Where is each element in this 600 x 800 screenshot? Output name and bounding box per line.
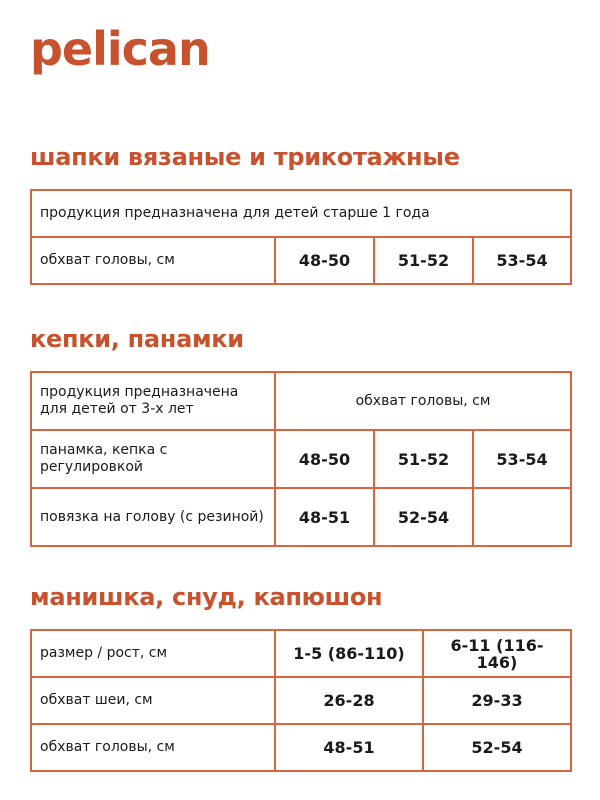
row-label: панамка, кепка с регулировкой xyxy=(30,429,276,489)
column-header: обхват головы, см xyxy=(273,371,573,431)
age-note: продукция предназначена для детей от 3-х… xyxy=(30,371,276,431)
table-row: обхват головы, см 48-50 51-52 53-54 xyxy=(30,236,572,285)
section-title-caps-panamas: кепки, панамки xyxy=(30,325,244,353)
size-cell xyxy=(471,487,573,547)
size-cell: 51-52 xyxy=(373,236,474,285)
row-label: размер / рост, см xyxy=(30,629,276,678)
size-cell: 52-54 xyxy=(422,723,572,772)
size-cell: 53-54 xyxy=(471,429,573,489)
size-cell: 53-54 xyxy=(472,236,572,285)
table-row: размер / рост, см 1-5 (86-110) 6-11 (116… xyxy=(30,629,572,678)
size-cell: 1-5 (86-110) xyxy=(274,629,424,678)
age-note: продукция предназначена для детей старше… xyxy=(30,189,572,238)
knitted-hats-size-table: продукция предназначена для детей старше… xyxy=(30,189,572,285)
table-row: панамка, кепка с регулировкой 48-50 51-5… xyxy=(30,429,573,489)
size-cell: 48-50 xyxy=(274,429,375,489)
row-label: обхват головы, см xyxy=(30,236,276,285)
size-cell: 6-11 (116-146) xyxy=(422,629,572,678)
size-cell: 48-50 xyxy=(274,236,375,285)
size-cell: 52-54 xyxy=(373,487,474,547)
size-cell: 51-52 xyxy=(373,429,474,489)
size-cell: 48-51 xyxy=(274,723,424,772)
table-row: повязка на голову (с резиной) 48-51 52-5… xyxy=(30,487,573,547)
pelican-logo: pelican xyxy=(30,22,211,76)
row-label: обхват головы, см xyxy=(30,723,276,772)
caps-size-table: продукция предназначена для детей от 3-х… xyxy=(30,371,573,547)
row-label: обхват шеи, см xyxy=(30,676,276,725)
row-label: повязка на голову (с резиной) xyxy=(30,487,276,547)
table-row: обхват шеи, см 26-28 29-33 xyxy=(30,676,572,725)
snood-size-table: размер / рост, см 1-5 (86-110) 6-11 (116… xyxy=(30,629,572,772)
section-title-snood-hood: манишка, снуд, капюшон xyxy=(30,583,383,611)
size-cell: 48-51 xyxy=(274,487,375,547)
size-cell: 26-28 xyxy=(274,676,424,725)
section-title-knitted-hats: шапки вязаные и трикотажные xyxy=(30,143,460,171)
size-cell: 29-33 xyxy=(422,676,572,725)
table-row: обхват головы, см 48-51 52-54 xyxy=(30,723,572,772)
